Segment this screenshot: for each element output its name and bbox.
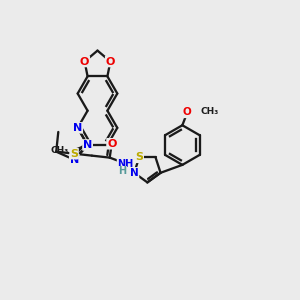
Text: CH₃: CH₃ (200, 107, 218, 116)
Text: O: O (183, 107, 192, 117)
Text: S: S (70, 149, 78, 159)
Text: CH₃: CH₃ (50, 146, 69, 155)
Text: S: S (135, 152, 143, 162)
Text: O: O (107, 139, 116, 149)
Text: H: H (118, 167, 127, 176)
Text: N: N (73, 123, 82, 133)
Text: NH: NH (117, 159, 134, 169)
Text: O: O (80, 56, 89, 67)
Text: O: O (106, 56, 115, 67)
Text: N: N (130, 168, 139, 178)
Text: N: N (83, 140, 92, 150)
Text: N: N (70, 155, 79, 165)
